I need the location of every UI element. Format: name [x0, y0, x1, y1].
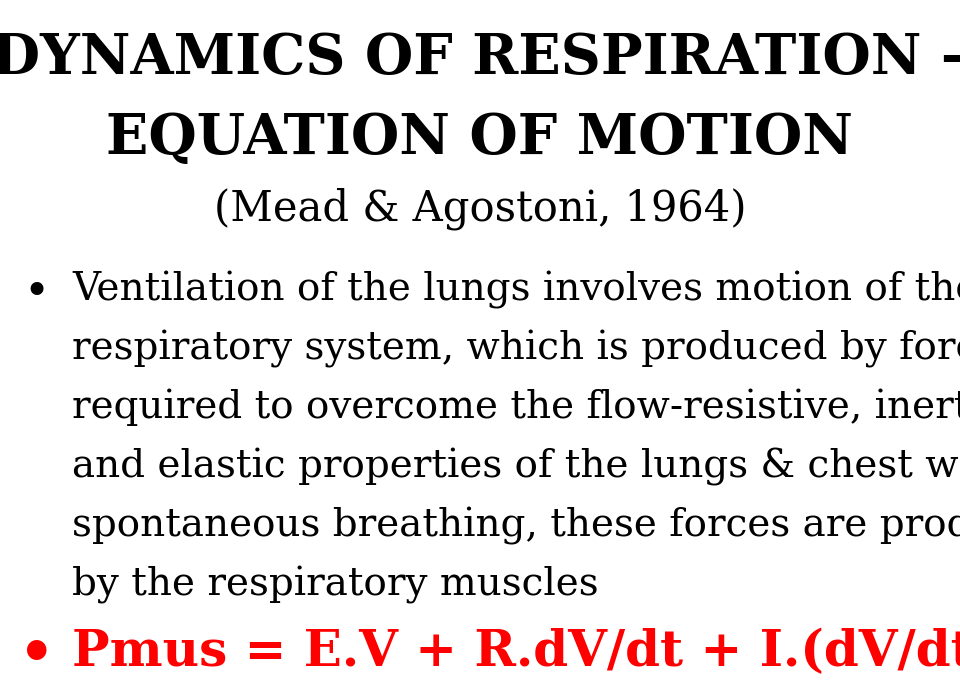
Text: •: •: [23, 271, 50, 314]
Text: DYNAMICS OF RESPIRATION –: DYNAMICS OF RESPIRATION –: [0, 31, 960, 86]
Text: Pmus = E.V + R.dV/dt + I.(dV/dt)2: Pmus = E.V + R.dV/dt + I.(dV/dt)2: [72, 628, 960, 677]
Text: EQUATION OF MOTION: EQUATION OF MOTION: [107, 111, 853, 166]
Text: required to overcome the flow-resistive, inertial: required to overcome the flow-resistive,…: [72, 389, 960, 426]
Text: respiratory system, which is produced by forces: respiratory system, which is produced by…: [72, 330, 960, 368]
Text: Ventilation of the lungs involves motion of the: Ventilation of the lungs involves motion…: [72, 271, 960, 309]
Text: spontaneous breathing, these forces are produced: spontaneous breathing, these forces are …: [72, 507, 960, 545]
Text: and elastic properties of the lungs & chest wall. In: and elastic properties of the lungs & ch…: [72, 448, 960, 486]
Text: •: •: [19, 628, 54, 683]
Text: (Mead & Agostoni, 1964): (Mead & Agostoni, 1964): [214, 187, 746, 230]
Text: by the respiratory muscles: by the respiratory muscles: [72, 566, 599, 604]
